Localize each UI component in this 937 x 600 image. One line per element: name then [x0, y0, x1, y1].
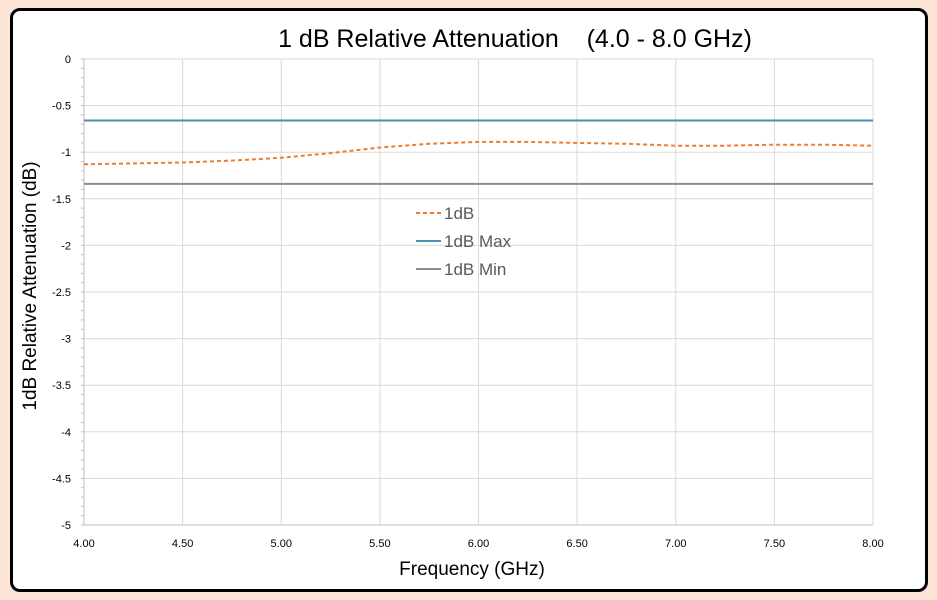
x-tick-label: 7.00 [665, 538, 686, 550]
gridlines [84, 58, 874, 525]
y-axis-label: 1dB Relative Attenuation (dB) [20, 161, 41, 410]
y-tick-labels: 0 -0.5 -1 -1.5 -2 -2.5 -3 -3.5 -4 -4.5 -5 [52, 54, 71, 532]
legend-entry: 1dB Min [444, 260, 506, 279]
chart-title: 1 dB Relative Attenuation (4.0 - 8.0 GHz… [278, 25, 752, 53]
x-tick-label: 4.50 [172, 538, 193, 550]
legend: 1dB 1dB Max 1dB Min [416, 204, 512, 279]
y-tick-label: -0.5 [52, 101, 71, 113]
y-tick-label: -4 [61, 427, 71, 439]
x-axis-label: Frequency (GHz) [399, 559, 545, 580]
x-tick-label: 8.00 [862, 538, 883, 550]
series-lines [83, 119, 874, 185]
x-tick-label: 7.50 [764, 538, 785, 550]
y-tick-label: -3.5 [52, 380, 71, 392]
y-tick-label: 0 [65, 54, 71, 66]
x-tick-label: 6.50 [566, 538, 587, 550]
y-tick-label: -4.5 [52, 473, 71, 485]
legend-entry: 1dB [444, 204, 474, 223]
plot-area [83, 59, 873, 526]
x-tick-label: 5.00 [271, 538, 292, 550]
y-tick-label: -2 [61, 240, 71, 252]
legend-entry: 1dB Max [444, 232, 512, 251]
y-tick-label: -3 [61, 334, 71, 346]
y-tick-label: -2.5 [52, 287, 71, 299]
x-tick-label: 6.00 [468, 538, 489, 550]
y-tick-label: -1 [61, 147, 71, 159]
series-line-0 [83, 140, 874, 166]
x-tick-label: 5.50 [369, 538, 390, 550]
y-tick-label: -5 [61, 520, 71, 532]
y-tick-label: -1.5 [52, 194, 71, 206]
x-tick-label: 4.00 [73, 538, 94, 550]
x-tick-labels: 4.00 4.50 5.00 5.50 6.00 6.50 7.00 7.50 8.00 [73, 538, 883, 550]
